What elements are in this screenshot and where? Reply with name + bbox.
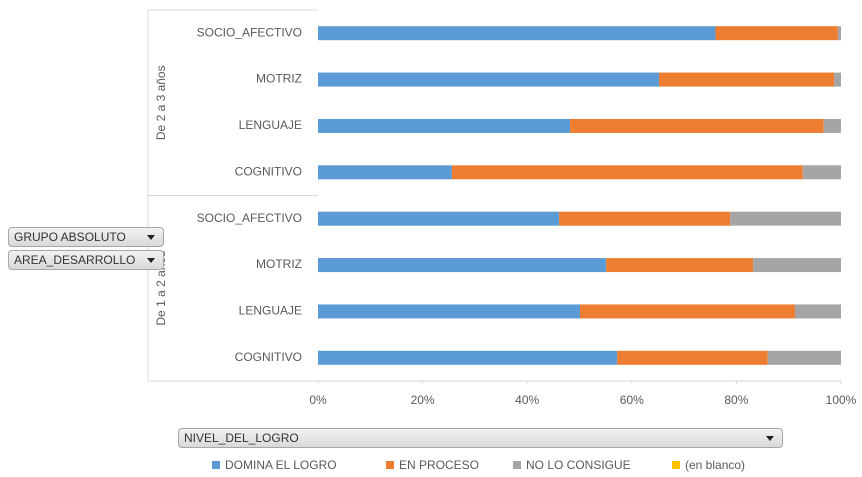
legend-label: EN PROCESO: [399, 458, 479, 472]
bar-segment: [794, 304, 841, 319]
x-tick-label: 100%: [826, 393, 857, 407]
x-tick-label: 20%: [411, 393, 435, 407]
bar-segment: [318, 258, 607, 273]
x-tick-label: 60%: [620, 393, 644, 407]
bar-segment: [559, 211, 731, 226]
bar-segment: [318, 26, 716, 41]
legend-label: (en blanco): [685, 458, 745, 472]
bar-segment: [730, 211, 841, 226]
bar-segment: [715, 26, 838, 41]
y-tick-label: LENGUAJE: [239, 118, 302, 132]
y-tick-label: COGNITIVO: [235, 350, 302, 364]
bar-segment: [318, 118, 571, 133]
bar-segment: [834, 72, 841, 87]
y-tick-label: LENGUAJE: [239, 304, 302, 318]
y-tick-label: SOCIO_AFECTIVO: [197, 211, 302, 225]
x-tick-label: 0%: [309, 393, 327, 407]
legend-field-button[interactable]: NIVEL_DEL_LOGRO: [178, 428, 783, 448]
y-tick-label: SOCIO_AFECTIVO: [197, 25, 302, 39]
legend-swatch: [513, 461, 521, 469]
bar-segment: [570, 118, 824, 133]
bar-segment: [318, 211, 560, 226]
y-tick-label: COGNITIVO: [235, 164, 302, 178]
x-tick-label: 80%: [724, 393, 748, 407]
x-tick-label: 40%: [515, 393, 539, 407]
bar-segment: [658, 72, 835, 87]
bar-segment: [837, 26, 841, 41]
legend-swatch: [386, 461, 394, 469]
bar-segment: [606, 258, 754, 273]
bar-segment: [753, 258, 841, 273]
y-tick-label: MOTRIZ: [256, 72, 302, 86]
bar-segment: [318, 72, 659, 87]
bar-segment: [318, 304, 581, 319]
legend-label: NO LO CONSIGUE: [526, 458, 631, 472]
bar-segment: [802, 165, 841, 180]
row-field-button[interactable]: AREA_DESARROLLO: [8, 250, 164, 270]
bar-segment: [318, 165, 452, 180]
bar-segment: [767, 350, 841, 365]
legend-label: DOMINA EL LOGRO: [225, 458, 337, 472]
bar-segment: [617, 350, 768, 365]
bar-segment: [318, 350, 618, 365]
bar-segment: [823, 118, 841, 133]
legend-swatch: [672, 461, 680, 469]
y-tick-label: MOTRIZ: [256, 257, 302, 271]
legend-swatch: [212, 461, 220, 469]
group-label: De 2 a 3 años: [154, 65, 168, 140]
bar-segment: [451, 165, 803, 180]
row-field-button[interactable]: GRUPO ABSOLUTO: [8, 227, 164, 247]
bar-segment: [580, 304, 795, 319]
